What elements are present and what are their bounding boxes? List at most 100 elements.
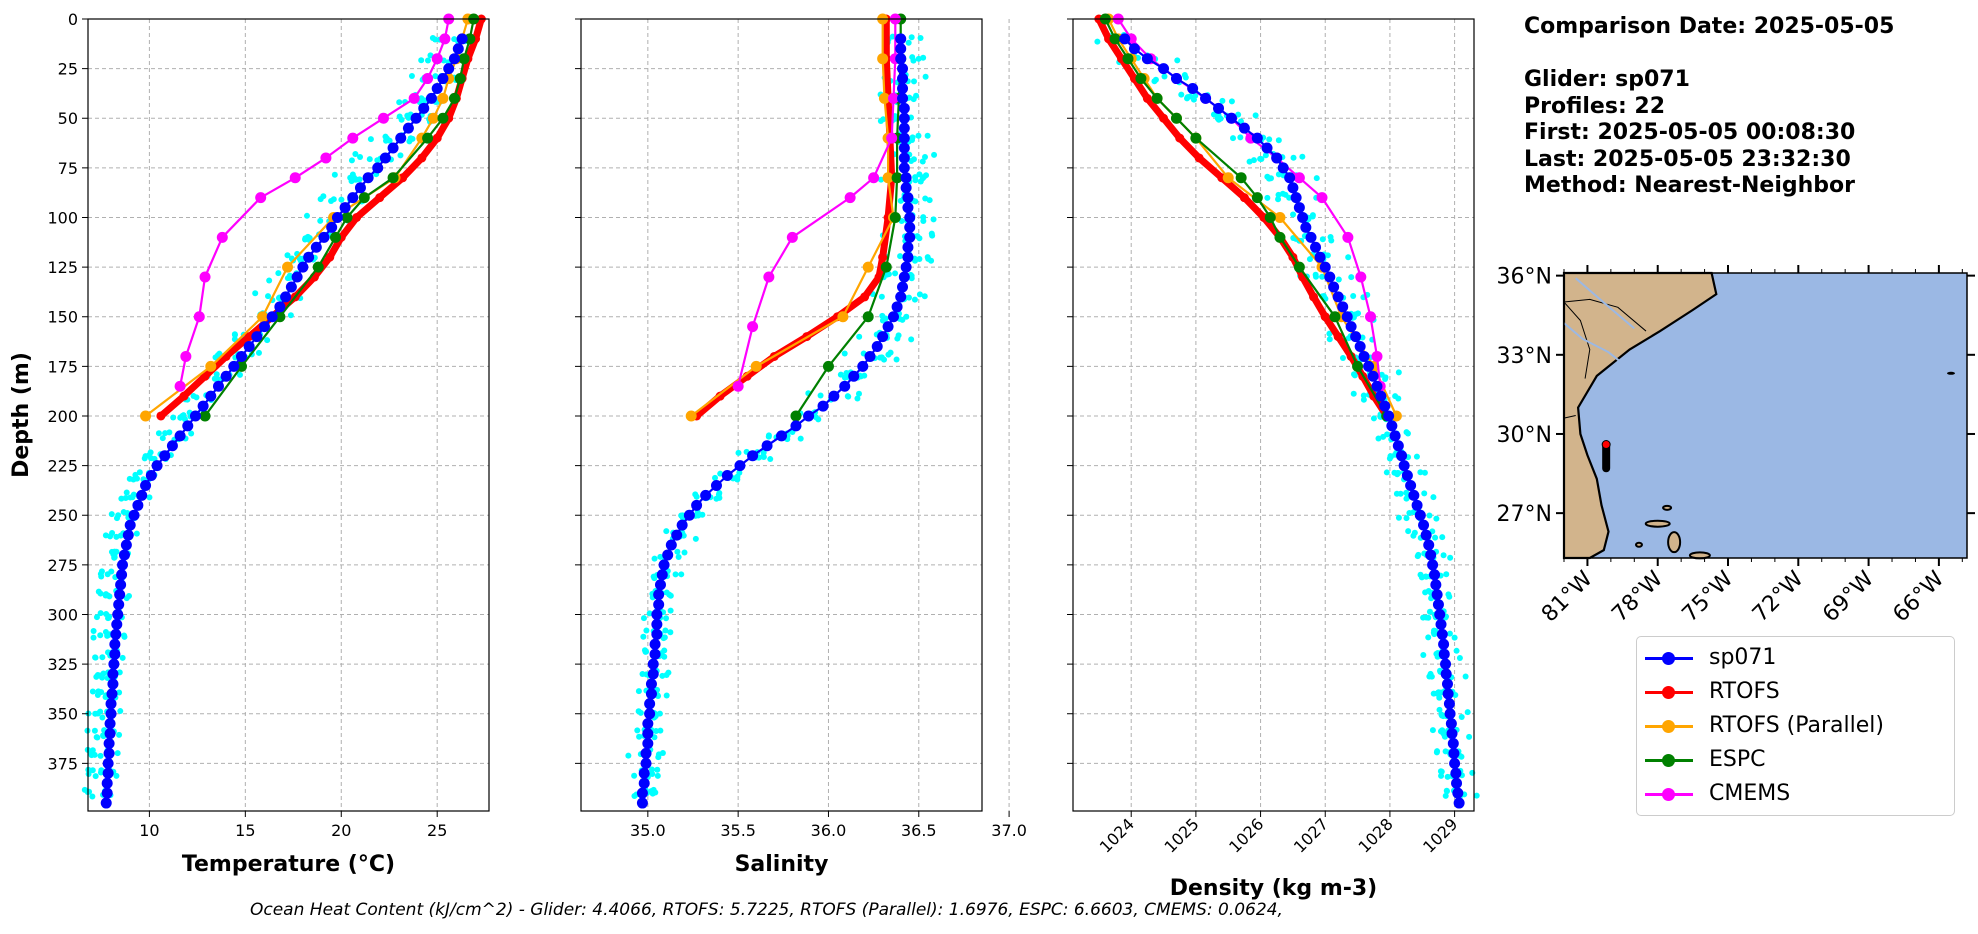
series-point-sp071 xyxy=(110,628,122,640)
profile-point xyxy=(692,491,699,498)
axes-frame xyxy=(87,18,490,812)
profile-point xyxy=(922,195,929,202)
series-point-sp071 xyxy=(132,499,144,511)
series-point-sp071 xyxy=(1277,162,1289,174)
profile-point xyxy=(1458,753,1465,760)
series-point-rtofs-parallel- xyxy=(1274,211,1286,223)
profile-point xyxy=(170,414,177,421)
profile-point xyxy=(1410,509,1417,516)
x-tick-label: 1028 xyxy=(1355,814,1397,856)
series-point-sp071 xyxy=(303,251,315,263)
profile-point xyxy=(1442,748,1449,755)
x-tick-label: 1027 xyxy=(1290,814,1332,856)
series-point-sp071 xyxy=(425,92,437,104)
series-point-sp071 xyxy=(431,82,443,94)
profile-point xyxy=(765,433,772,440)
series-point-rtofs-parallel- xyxy=(427,112,439,124)
profile-point xyxy=(1264,173,1271,180)
series-point-sp071 xyxy=(1328,281,1340,293)
series-point-sp071 xyxy=(452,43,464,55)
series-point-sp071 xyxy=(1449,757,1461,769)
profile-point xyxy=(96,672,103,679)
profile-point xyxy=(91,727,98,734)
profile-point xyxy=(1430,494,1437,501)
series-point-rtofs xyxy=(417,153,427,163)
y-tick-label: 150 xyxy=(47,308,78,327)
series-point-sp071 xyxy=(205,390,217,402)
series-point-sp071 xyxy=(274,301,286,313)
series-point-sp071 xyxy=(1170,73,1182,85)
profile-point xyxy=(136,469,143,476)
series-point-sp071 xyxy=(1158,63,1170,75)
series-point-sp071 xyxy=(640,757,652,769)
series-point-sp071 xyxy=(228,360,240,372)
profile-point xyxy=(92,773,99,780)
profile-point xyxy=(1237,134,1244,141)
info-spacer xyxy=(1524,41,1894,68)
series-point-sp071 xyxy=(1261,142,1273,154)
lon-label: 72°W xyxy=(1748,566,1809,627)
series-point-cmems xyxy=(216,231,228,243)
profile-point xyxy=(716,489,723,496)
profile-point xyxy=(815,416,822,423)
profile-point xyxy=(98,767,105,774)
y-tick-label: 300 xyxy=(47,605,78,624)
series-point-sp071 xyxy=(1445,718,1457,730)
profile-point xyxy=(760,449,767,456)
series-point-rtofs xyxy=(1175,133,1185,143)
profile-point xyxy=(1264,194,1271,201)
profile-point xyxy=(1439,727,1446,734)
series-point-sp071 xyxy=(280,291,292,303)
profile-point xyxy=(123,595,130,602)
series-point-espc xyxy=(790,410,802,422)
profile-point xyxy=(1375,435,1382,442)
series-point-sp071 xyxy=(410,112,422,124)
island xyxy=(1667,531,1682,554)
map-frame xyxy=(1563,272,1968,559)
profile-point xyxy=(1380,433,1387,440)
profile-point xyxy=(1313,175,1320,182)
series-point-rtofs xyxy=(200,371,210,381)
profile-point xyxy=(1433,515,1440,522)
profile-point xyxy=(1425,634,1432,641)
river xyxy=(1575,277,1635,330)
temperature-panel: 10 15 20 2502550751001251501752002252502753… xyxy=(9,10,490,877)
profile-point xyxy=(797,435,804,442)
legend-label: sp071 xyxy=(1709,645,1777,670)
profile-point xyxy=(1453,647,1460,654)
profile-point xyxy=(113,533,120,540)
profile-point xyxy=(734,473,741,480)
profile-point xyxy=(121,632,128,639)
series-point-rtofs-parallel- xyxy=(750,360,762,372)
profile-point xyxy=(1326,336,1333,343)
lon-label: 69°W xyxy=(1818,566,1879,627)
series-point-sp071 xyxy=(897,73,909,85)
profile-point xyxy=(1433,650,1440,657)
profile-point xyxy=(1430,690,1437,697)
profile-point xyxy=(1252,112,1259,119)
series-point-sp071 xyxy=(1408,489,1420,501)
profile-point xyxy=(1436,694,1443,701)
series-point-rtofs-parallel- xyxy=(877,53,889,65)
profile-point xyxy=(1439,534,1446,541)
series-point-rtofs-parallel- xyxy=(205,360,217,372)
profile-point xyxy=(916,171,923,178)
profile-point xyxy=(895,332,902,339)
profile-point xyxy=(432,36,439,43)
series-point-sp071 xyxy=(120,539,132,551)
profile-point xyxy=(679,512,686,519)
series-point-sp071 xyxy=(1446,728,1458,740)
series-point-sp071 xyxy=(1425,549,1437,561)
profile-point xyxy=(841,350,848,357)
series-point-rtofs xyxy=(325,252,335,262)
island xyxy=(1644,519,1671,528)
profile-point xyxy=(1174,57,1181,64)
profile-point xyxy=(1382,374,1389,381)
profile-point xyxy=(1350,293,1357,300)
lat-label: 27°N xyxy=(1497,502,1552,527)
profile-point xyxy=(1328,237,1335,244)
profile-point xyxy=(917,34,924,41)
profile-point xyxy=(116,689,123,696)
lon-label: 66°W xyxy=(1888,566,1949,627)
series-point-sp071 xyxy=(761,440,773,452)
